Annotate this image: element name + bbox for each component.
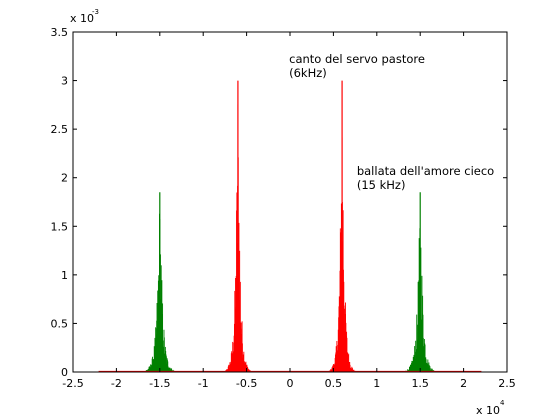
x-tick-label: -1	[198, 377, 209, 390]
spectrum-peak	[140, 192, 180, 372]
annotations: canto del servo pastore (6kHz) ballata d…	[289, 52, 494, 192]
y-exponent-power: -3	[92, 8, 99, 16]
annotation-15khz-line1: ballata dell'amore cieco	[357, 164, 494, 178]
x-tick-label: 0.5	[325, 377, 343, 390]
y-tick-label: 1	[61, 269, 68, 282]
x-tick-label: -2	[111, 377, 122, 390]
annotation-6khz-line1: canto del servo pastore	[289, 52, 425, 66]
x-tick-label: -2.5	[62, 377, 83, 390]
x-tick-label: 1	[373, 377, 380, 390]
x-tick-label: 1.5	[411, 377, 429, 390]
y-tick-label: 1.5	[51, 220, 69, 233]
y-tick-label: 0.5	[51, 317, 69, 330]
x-tick-label: 2.5	[498, 377, 516, 390]
x-tick-label: 2	[460, 377, 467, 390]
spectrum-peak	[221, 80, 254, 372]
y-tick-label: 0	[61, 366, 68, 379]
x-exponent-label: x 10 4	[476, 399, 505, 417]
annotation-6khz-line2: (6kHz)	[289, 66, 327, 80]
spectrum-peak	[326, 80, 359, 372]
x-tick-label: -1.5	[149, 377, 170, 390]
x-tick-label: -0.5	[236, 377, 257, 390]
y-axis: 0 0.5 1 1.5 2 2.5 3 3.5	[51, 26, 507, 379]
y-tick-label: 2	[61, 172, 68, 185]
annotation-15khz-line2: (15 kHz)	[357, 178, 406, 192]
series-layer	[140, 80, 440, 372]
spectrum-peak	[400, 192, 440, 372]
y-exponent-label: x 10 -3	[70, 8, 99, 25]
x-axis: -2.5 -2 -1.5 -1 -0.5 0 0.5 1 1.5 2 2.5	[62, 32, 516, 390]
x-exponent-power: 4	[500, 399, 505, 407]
y-exponent-text: x 10	[70, 12, 94, 25]
plot-background	[73, 32, 507, 372]
x-tick-label: 0	[287, 377, 294, 390]
x-exponent-text: x 10	[476, 404, 500, 417]
y-tick-label: 3	[61, 75, 68, 88]
y-tick-label: 2.5	[51, 123, 69, 136]
y-tick-label: 3.5	[51, 26, 69, 39]
